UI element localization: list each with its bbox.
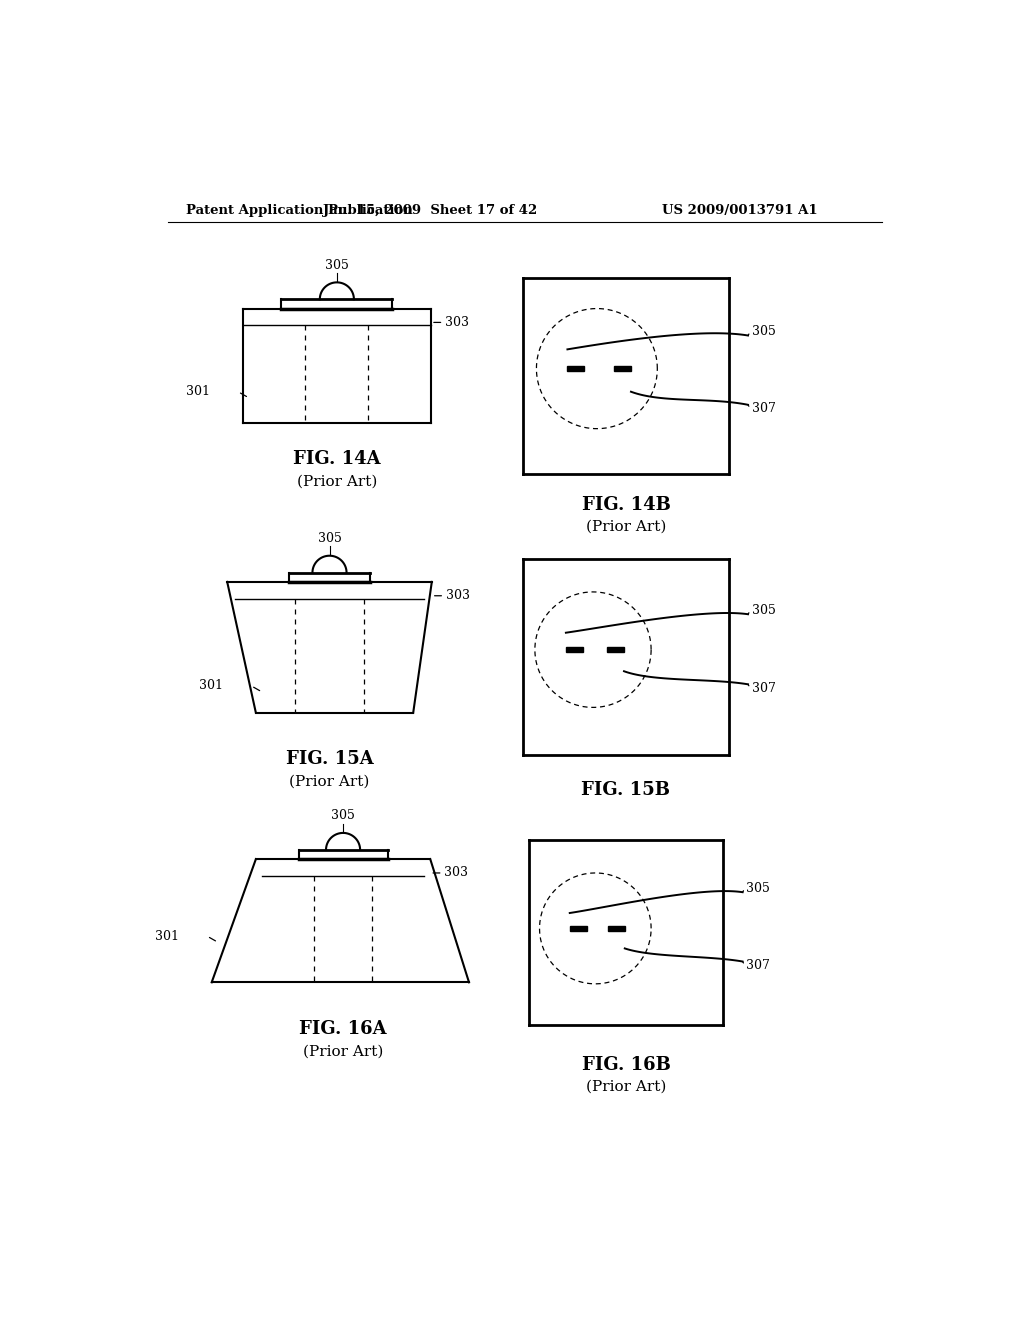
Bar: [566, 647, 583, 652]
Text: (Prior Art): (Prior Art): [586, 520, 667, 533]
Text: 307: 307: [752, 681, 776, 694]
Bar: [607, 925, 625, 931]
Text: FIG. 14A: FIG. 14A: [293, 450, 381, 467]
Text: (Prior Art): (Prior Art): [303, 1044, 383, 1059]
Text: Jan. 15, 2009  Sheet 17 of 42: Jan. 15, 2009 Sheet 17 of 42: [324, 205, 538, 218]
Bar: [614, 366, 631, 371]
Text: 301: 301: [186, 385, 210, 399]
Bar: [569, 925, 587, 931]
Text: 303: 303: [445, 315, 469, 329]
Text: FIG. 15B: FIG. 15B: [582, 781, 671, 799]
Text: FIG. 15A: FIG. 15A: [286, 750, 374, 768]
Text: (Prior Art): (Prior Art): [586, 1080, 667, 1093]
Text: 305: 305: [752, 325, 776, 338]
Text: US 2009/0013791 A1: US 2009/0013791 A1: [663, 205, 818, 218]
Text: 305: 305: [746, 882, 770, 895]
Text: FIG. 16B: FIG. 16B: [582, 1056, 671, 1074]
Bar: [567, 366, 585, 371]
Text: 305: 305: [317, 532, 341, 545]
Bar: [607, 647, 624, 652]
Text: (Prior Art): (Prior Art): [290, 775, 370, 789]
Text: (Prior Art): (Prior Art): [297, 475, 377, 488]
Text: 305: 305: [752, 603, 776, 616]
Text: 307: 307: [752, 403, 776, 416]
Text: 303: 303: [445, 589, 470, 602]
Text: FIG. 14B: FIG. 14B: [582, 496, 671, 513]
Text: 305: 305: [331, 809, 355, 822]
Text: 307: 307: [746, 958, 770, 972]
Text: Patent Application Publication: Patent Application Publication: [186, 205, 413, 218]
Text: 305: 305: [325, 259, 349, 272]
Text: 301: 301: [156, 929, 179, 942]
Text: 303: 303: [444, 866, 468, 879]
Text: FIG. 16A: FIG. 16A: [299, 1019, 387, 1038]
Text: 301: 301: [200, 680, 223, 693]
